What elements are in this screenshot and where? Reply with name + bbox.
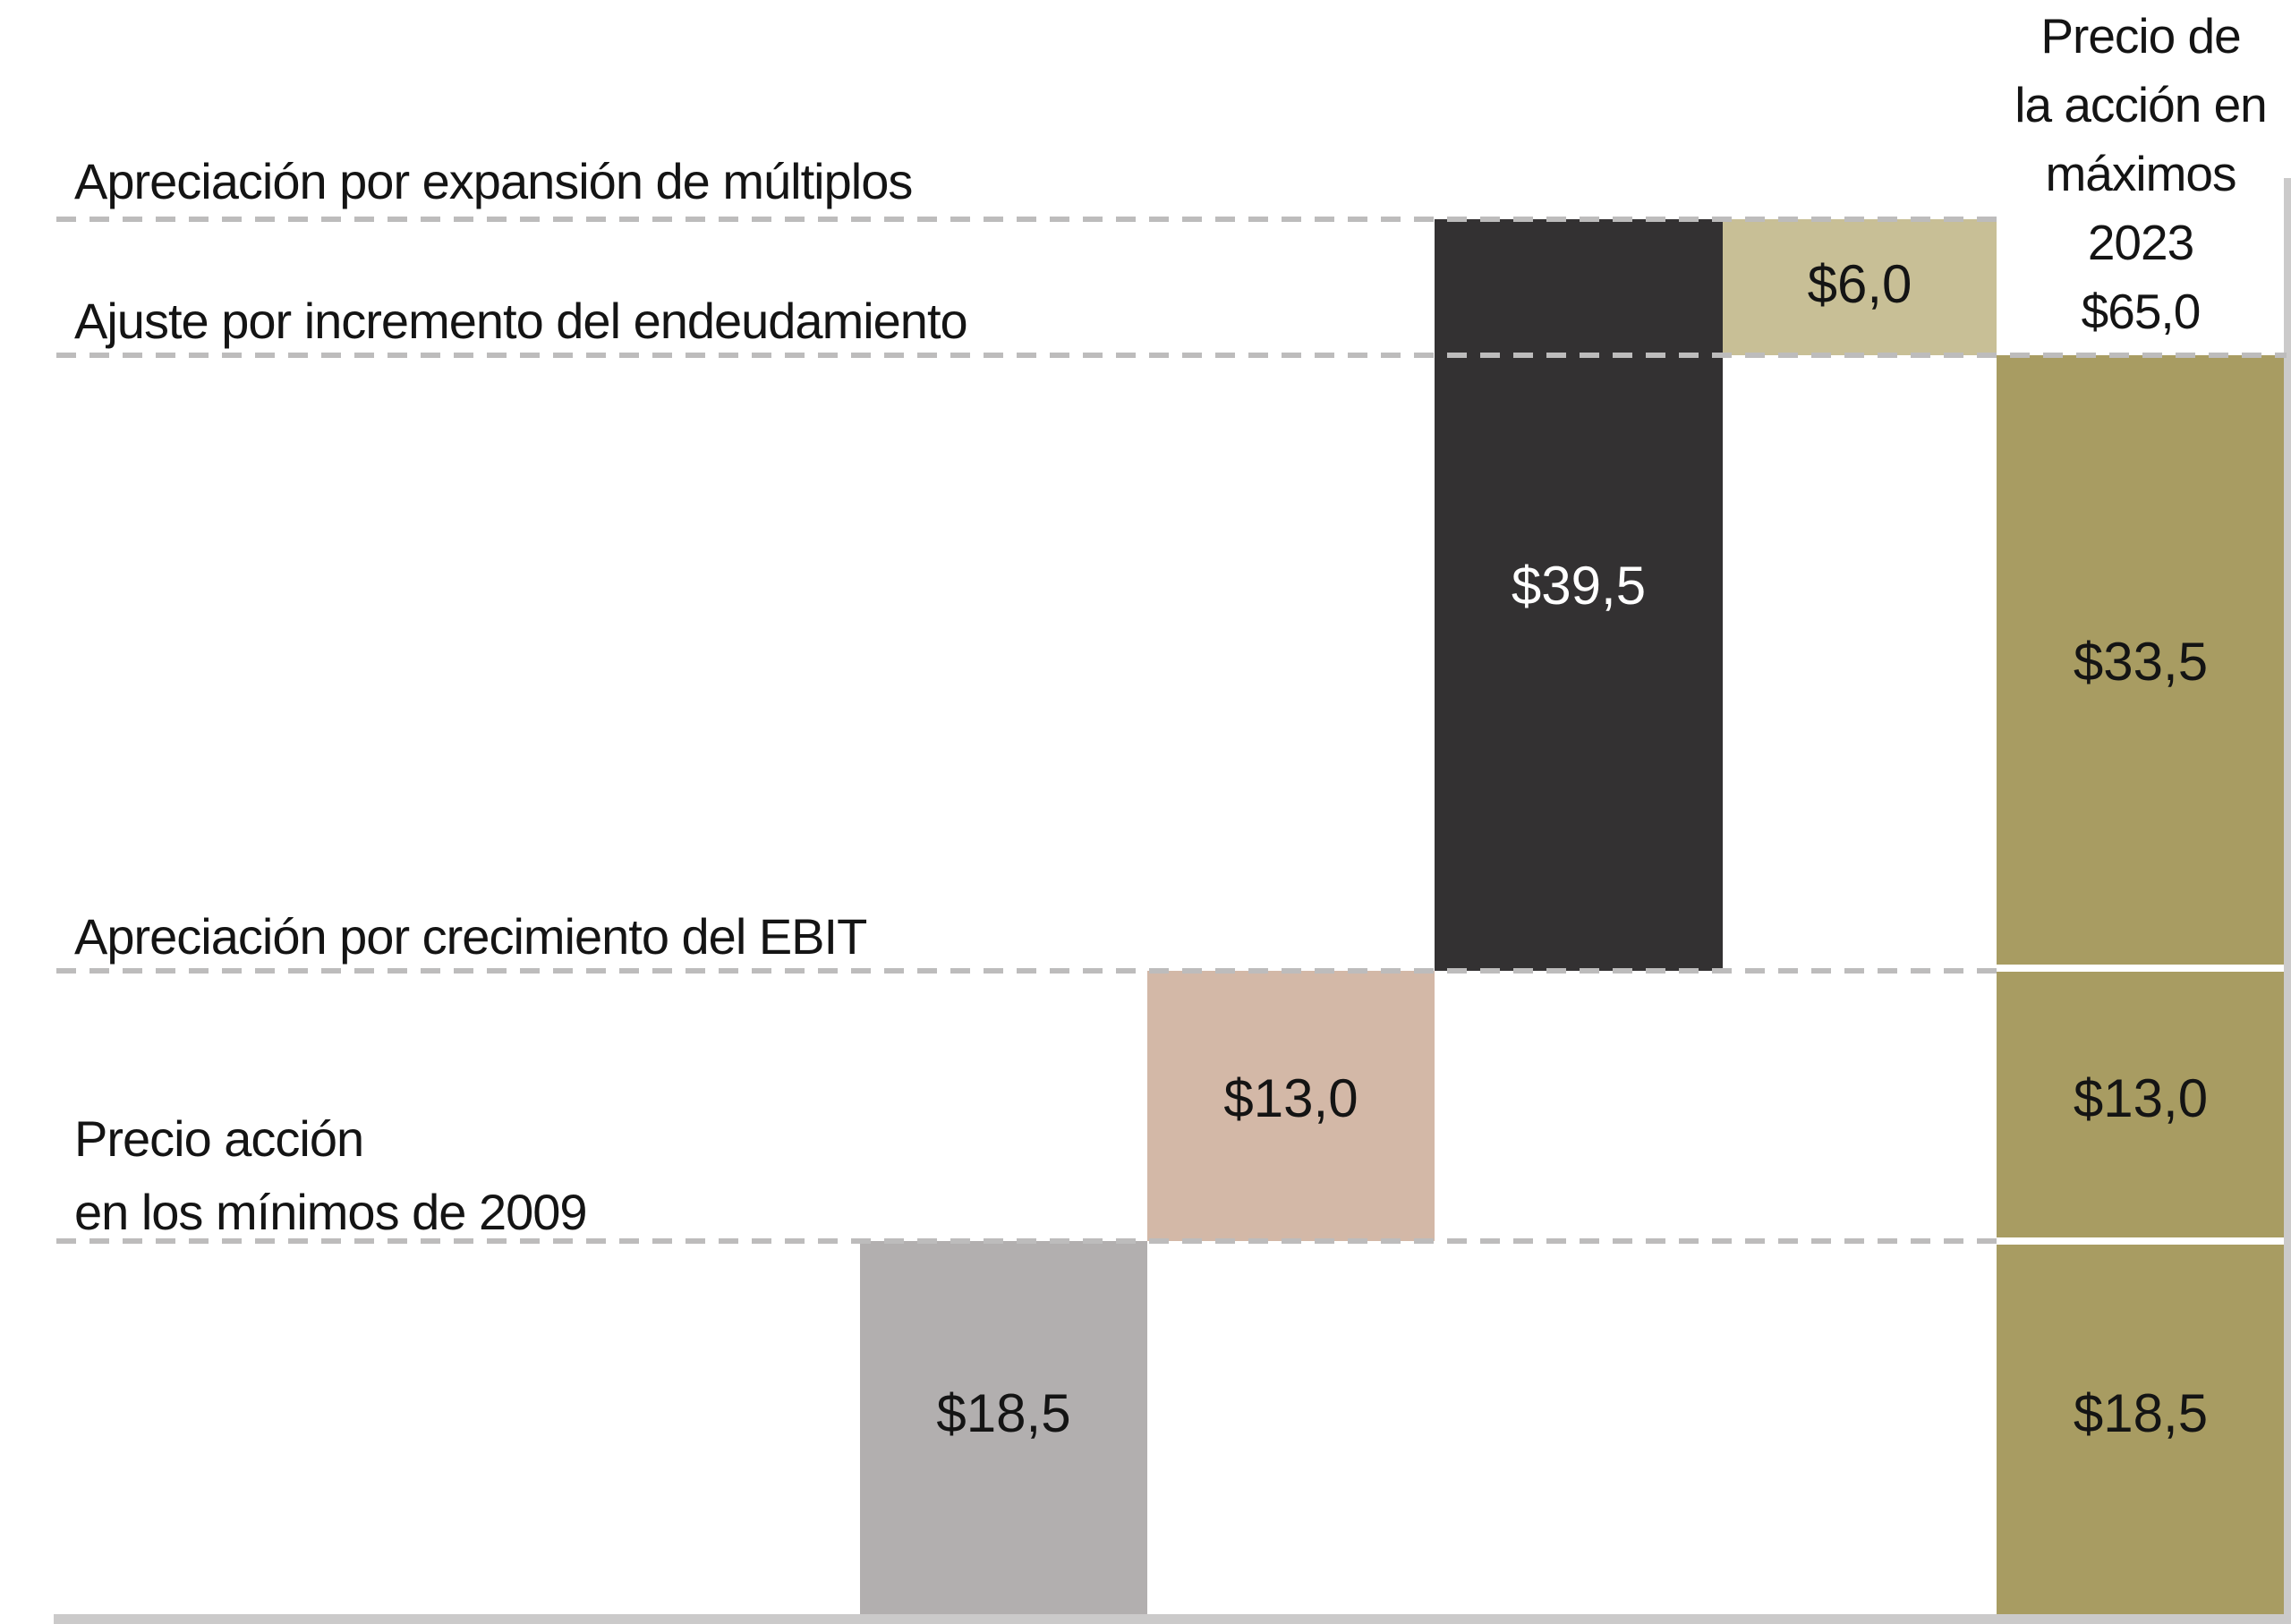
x-axis-baseline [54,1614,2291,1624]
header-line-4: 2023 [2087,215,2194,270]
value-label-segment-33-5: $33,5 [2073,632,2209,692]
label-precio-minimos-2009: Precio acción en los mínimos de 2009 [74,1102,588,1249]
gridline-level-18-5 [56,1238,1997,1244]
label-precio-maximos-2023: Precio de la acción en máximos 2023 $65,… [1969,2,2291,346]
label-ajuste-endeudamiento: Ajuste por incremento del endeudamiento [74,293,968,349]
value-label-segment-13-0: $13,0 [2073,1068,2209,1128]
header-line-3: máximos [2045,146,2236,201]
bar-crecimiento-ebit [1147,971,1435,1241]
bar-precio-minimos-2009 [860,1241,1147,1614]
value-label-minimos-2009: $18,5 [936,1383,1071,1443]
value-label-segment-18-5: $18,5 [2073,1383,2209,1443]
label-expansion-multiplos: Apreciación por expansión de múltiplos [74,153,913,209]
label-precio-minimos-2009-line1: Precio acción [74,1110,364,1167]
value-label-multiplos: $39,5 [1511,556,1647,616]
segment-divider [1997,1237,2285,1245]
label-crecimiento-ebit: Apreciación por crecimiento del EBIT [74,908,867,965]
segment-divider [1997,965,2285,972]
gridline-level-31-5 [56,968,1997,974]
value-label-endeudamiento: $6,0 [1807,254,1912,314]
gridline-level-71 [56,217,1998,222]
header-line-1: Precio de [2040,8,2241,64]
label-precio-minimos-2009-line2: en los mínimos de 2009 [74,1184,588,1240]
header-total-value: $65,0 [2081,284,2202,339]
bar-expansion-multiplos [1435,219,1723,971]
right-axis-line [2284,178,2291,1614]
bar-ajuste-endeudamiento [1723,219,1997,355]
bar-precio-maximos-2023 [1997,355,2285,1614]
gridline-level-65 [56,353,2287,358]
header-line-2: la acción en [2014,77,2268,132]
value-label-ebit: $13,0 [1223,1068,1358,1128]
